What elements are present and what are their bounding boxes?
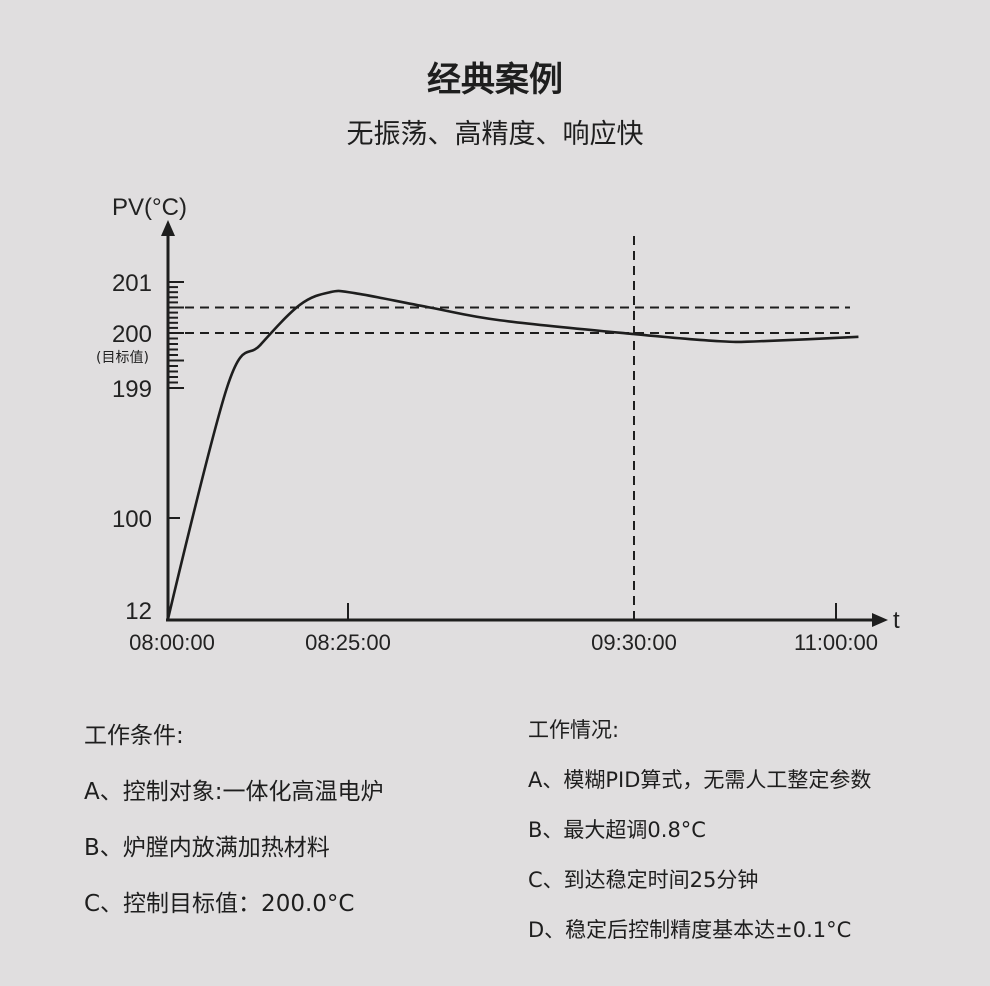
x-axis-arrow: [872, 613, 888, 627]
page-title: 经典案例: [427, 60, 563, 100]
y-tick-label: 12: [125, 598, 152, 625]
y-axis-label: PV(°C): [112, 194, 187, 221]
conditions-heading: 工作条件:: [84, 723, 184, 749]
x-tick-label: 09:30:00: [591, 630, 677, 655]
result-item: A、模糊PID算式，无需人工整定参数: [528, 768, 872, 792]
condition-item: B、炉膛内放满加热材料: [84, 835, 330, 861]
y-axis-arrow: [161, 220, 175, 236]
y-tick-label: 200: [112, 321, 152, 348]
y-tick-label: 100: [112, 506, 152, 533]
result-item: B、最大超调0.8°C: [528, 818, 706, 842]
target-note: (目标值): [96, 350, 149, 366]
page-subtitle: 无振荡、高精度、响应快: [346, 119, 644, 150]
y-tick-label: 201: [112, 270, 152, 297]
results-section: 工作情况: A、模糊PID算式，无需人工整定参数 B、最大超调0.8°C C、到…: [528, 714, 871, 964]
series-line: [166, 289, 859, 620]
condition-item: A、控制对象:一体化高温电炉: [84, 779, 384, 805]
results-heading: 工作情况:: [528, 718, 620, 742]
conditions-section: 工作条件: A、控制对象:一体化高温电炉 B、炉膛内放满加热材料 C、控制目标值…: [84, 716, 383, 940]
y-tick-label: 199: [112, 376, 152, 403]
result-item: C、到达稳定时间25分钟: [528, 868, 759, 892]
x-tick-label: 11:00:00: [794, 630, 878, 655]
x-tick-label: 08:00:00: [129, 630, 215, 655]
condition-item: C、控制目标值：200.0°C: [84, 891, 355, 917]
x-tick-label: 08:25:00: [305, 630, 391, 655]
chart: PV(°C) t 201 200 199 100 12 (目标值) 08:00:00 08…: [96, 194, 900, 655]
result-item: D、稳定后控制精度基本达±0.1°C: [528, 918, 852, 942]
x-axis-label: t: [893, 607, 900, 634]
